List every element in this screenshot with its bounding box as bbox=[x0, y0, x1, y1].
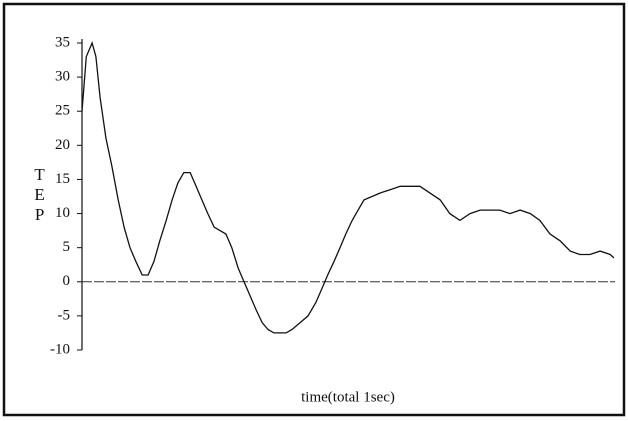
y-tick-label: 5 bbox=[63, 239, 71, 255]
chart-border bbox=[2, 2, 626, 417]
y-axis-label: TEP bbox=[30, 165, 49, 225]
y-tick-label: 30 bbox=[55, 69, 70, 85]
y-tick-label: -5 bbox=[58, 307, 71, 323]
data-line bbox=[81, 41, 615, 334]
y-tick-label: 35 bbox=[55, 34, 70, 50]
y-tick-label: 25 bbox=[55, 103, 70, 119]
y-tick-label: 10 bbox=[55, 205, 70, 221]
y-tick-label: 20 bbox=[55, 137, 70, 153]
x-axis-label: time(total 1sec) bbox=[301, 389, 395, 405]
y-tick-label: 15 bbox=[55, 171, 70, 187]
y-tick-label: 0 bbox=[63, 273, 71, 289]
y-tick-label: -10 bbox=[50, 341, 70, 357]
